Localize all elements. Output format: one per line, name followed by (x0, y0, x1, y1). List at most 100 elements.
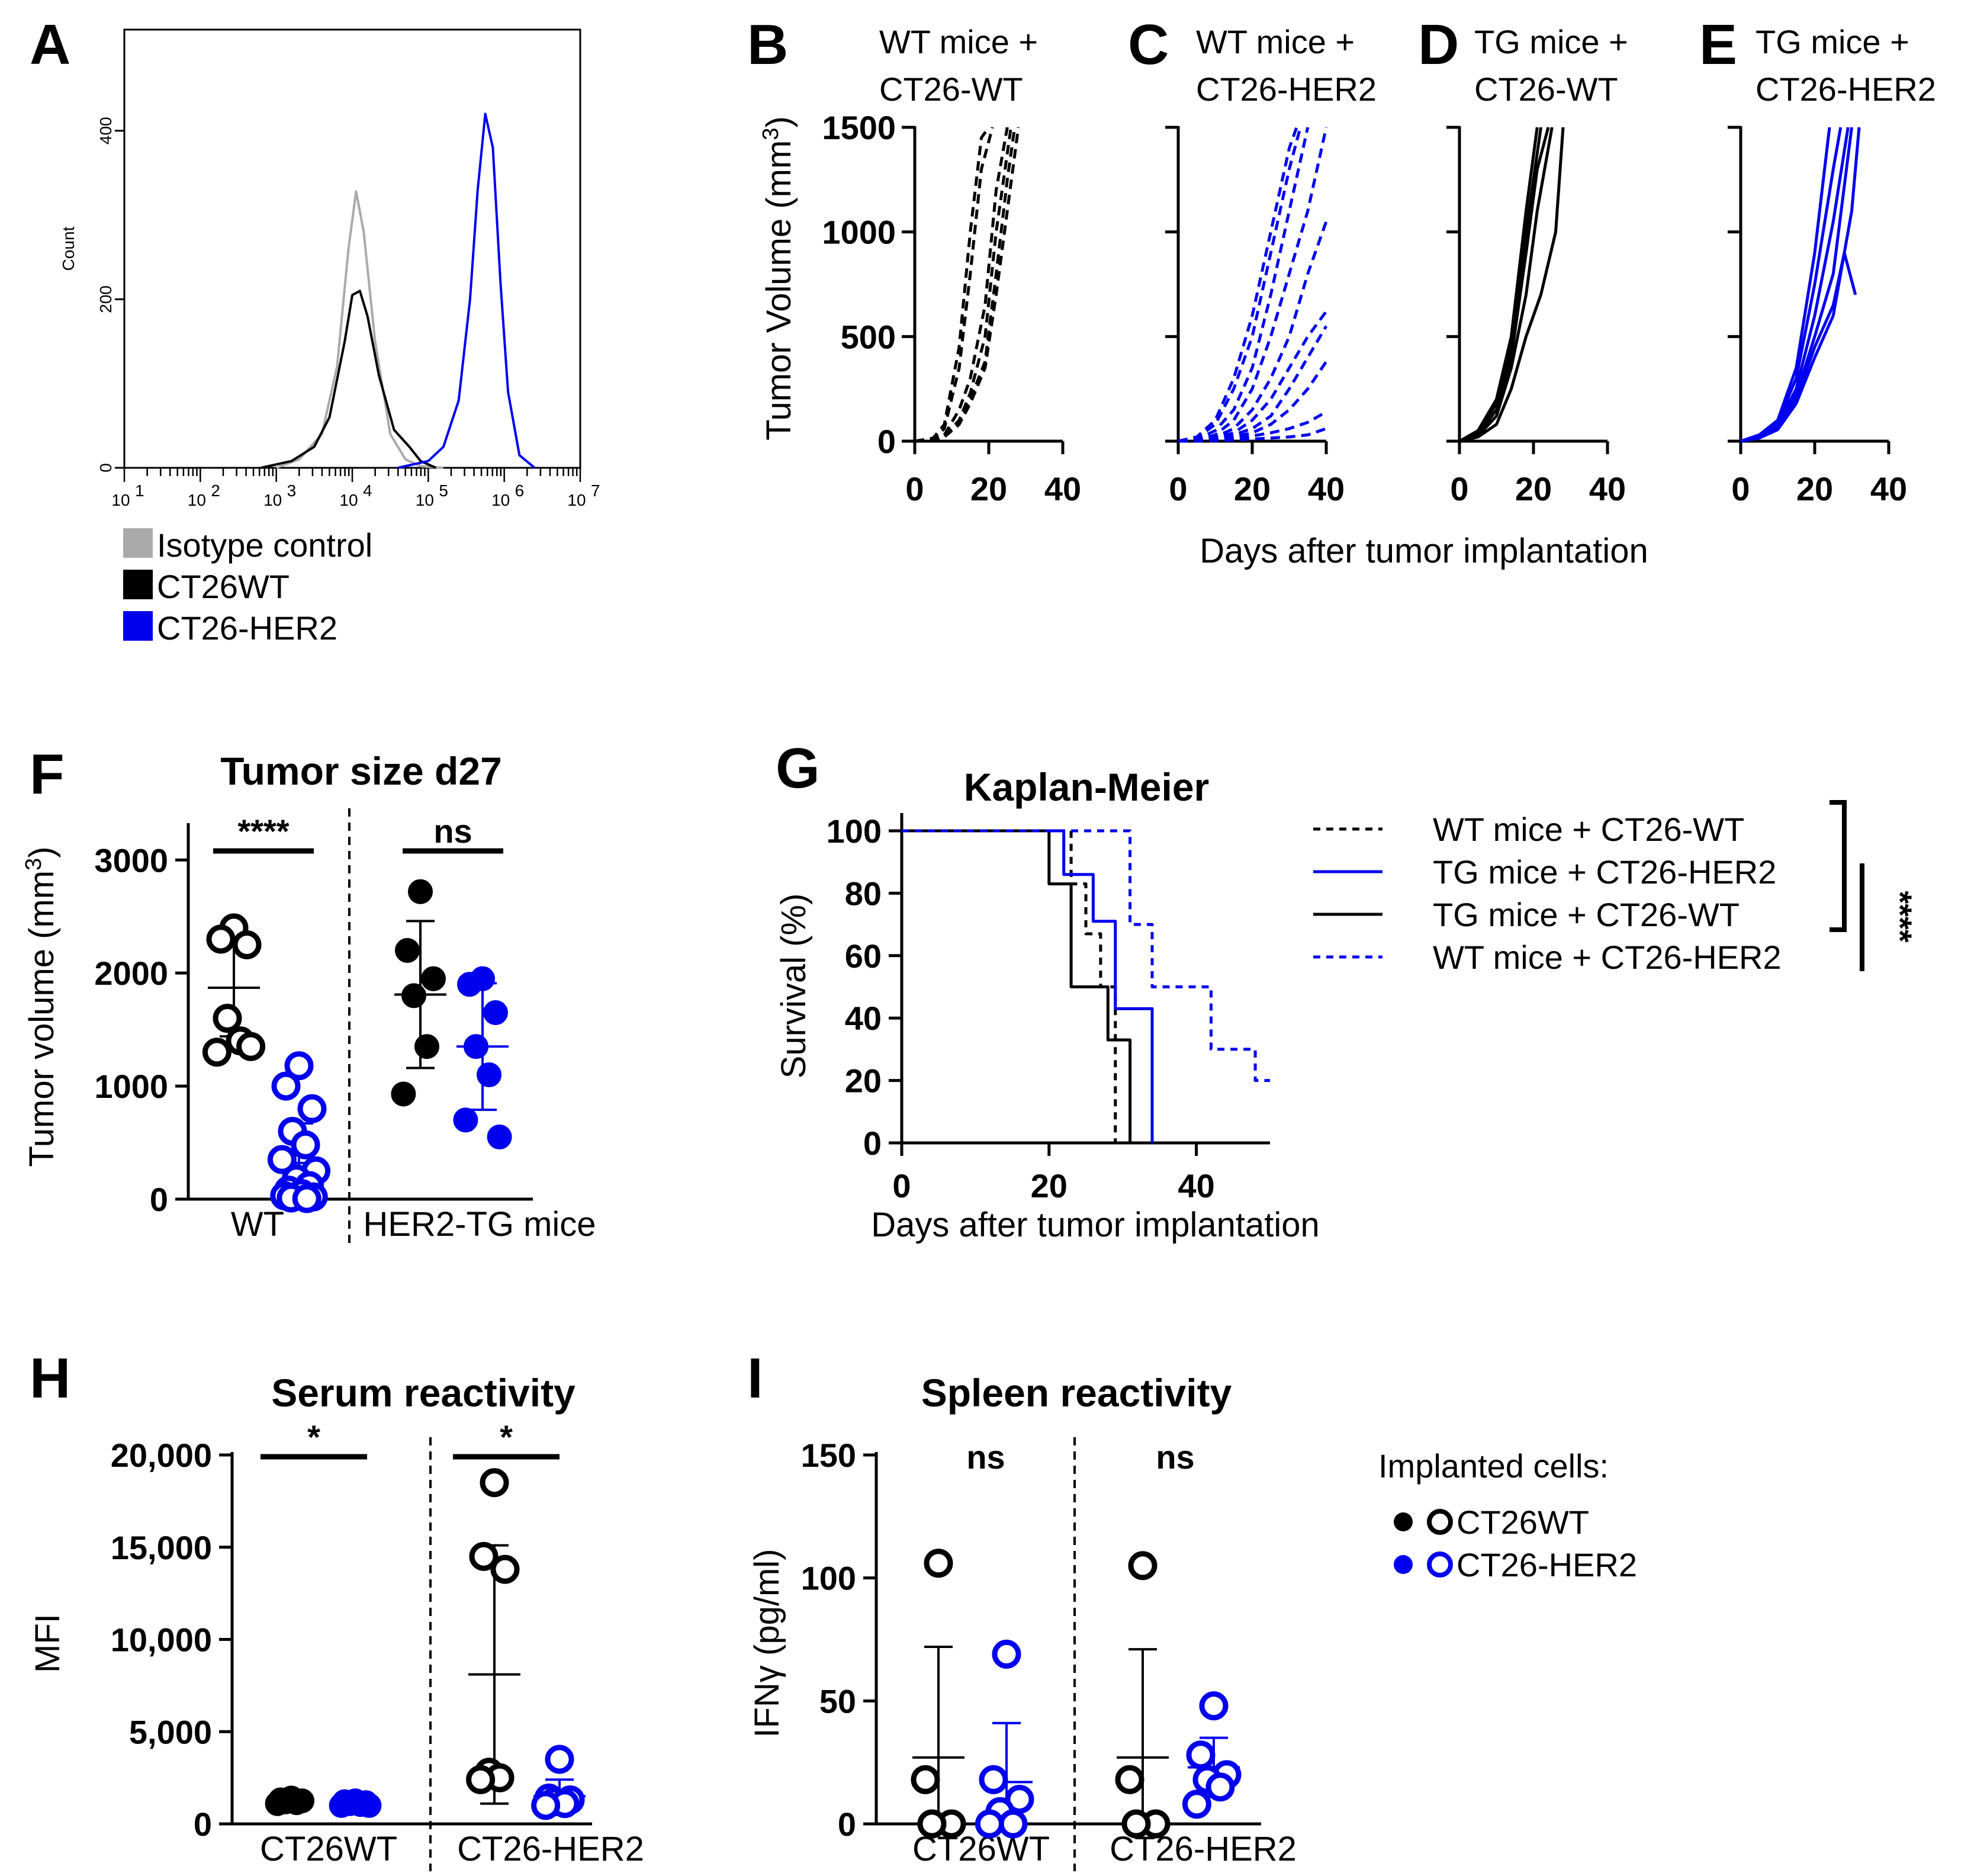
dot-series (267, 1051, 331, 1213)
growth-lines (914, 126, 1020, 443)
growth-curve (914, 127, 1009, 443)
legend-swatch (123, 611, 153, 641)
dot-series (466, 1468, 520, 1805)
subplot-title-line1: WT mice + (1196, 23, 1355, 60)
significance-label: * (307, 1418, 320, 1456)
y-tick-label: 400 (97, 117, 115, 144)
data-point (469, 1541, 499, 1571)
x-tick-label: 0 (1169, 470, 1187, 507)
subplot-title-line2: CT26-WT (879, 70, 1023, 108)
data-point (265, 1791, 290, 1816)
dot-series (329, 1788, 382, 1818)
legend-swatch (123, 570, 153, 599)
data-point (979, 1765, 1008, 1794)
data-point (202, 1037, 232, 1067)
x-tick-label: 10 (111, 491, 130, 509)
panel-a-histogram: 0 200 400 10 1 10 2 10 3 10 4 10 5 10 6 10 7 Count Isotype… (59, 28, 600, 647)
growth-curve (1178, 361, 1328, 443)
x-tick-label: 0 (892, 1167, 911, 1204)
data-point (457, 972, 482, 997)
panel-label-c: C (1128, 13, 1169, 76)
significance-label: ns (433, 812, 472, 850)
growth-subplot: WT mice + CT26-HER2 0 20 40 (1165, 23, 1377, 507)
x-tick-exponent: 3 (287, 481, 297, 500)
panel-label-a: A (30, 13, 70, 76)
x-tick-label: 10 (491, 491, 510, 509)
y-tick-label: 500 (841, 318, 896, 355)
y-tick-label: 60 (845, 937, 882, 975)
data-point (421, 966, 446, 991)
dot-series (202, 913, 266, 1067)
data-point (329, 1793, 354, 1818)
x-tick-label: 40 (1308, 470, 1345, 507)
data-point (292, 1184, 321, 1213)
y-tick-label: 20 (845, 1062, 882, 1100)
panel-g-kaplan-meier: Kaplan-Meier 0 20 40 60 80 100 0 20 40 Survival (%… (774, 765, 1919, 1244)
y-tick-label: 0 (97, 463, 115, 473)
subplot-title-line1: TG mice + (1474, 23, 1628, 60)
legend-filled-marker (1394, 1512, 1413, 1531)
growth-subplot: TG mice + CT26-WT 0 20 40 (1446, 23, 1628, 507)
panel-label-h: H (30, 1347, 70, 1410)
x-tick-label: 20 (1031, 1167, 1068, 1204)
data-point (408, 879, 433, 904)
growth-curve (1740, 127, 1843, 443)
data-point (975, 1809, 1004, 1839)
y-tick-label: 3000 (94, 841, 168, 879)
y-axis-label: MFI (28, 1614, 67, 1673)
growth-curve (1178, 127, 1298, 443)
y-axis-label: Count (59, 226, 78, 271)
data-point (1182, 1790, 1211, 1819)
x-axis-label: Days after tumor implantation (871, 1206, 1320, 1244)
dot-series (453, 966, 512, 1149)
data-point (236, 1032, 266, 1061)
x-tick-label: 40 (1178, 1167, 1214, 1204)
y-tick-label: 0 (863, 1125, 882, 1162)
dot-series (1115, 1551, 1171, 1839)
data-point (466, 1765, 496, 1794)
y-tick-label: 50 (819, 1682, 856, 1720)
growth-lines (1740, 127, 1861, 443)
y-axis-label: Tumor Volume (mm3) (758, 116, 798, 441)
panel-label-i: I (747, 1347, 763, 1410)
data-point (391, 1081, 416, 1107)
data-point (1128, 1551, 1158, 1581)
data-point (453, 1107, 478, 1133)
x-tick-label: 20 (970, 470, 1007, 507)
y-axis-label: Tumor volume (mm3) (21, 846, 61, 1167)
chart-title: Tumor size d27 (220, 749, 502, 793)
chart-title: Kaplan-Meier (964, 765, 1209, 809)
data-point (487, 1125, 512, 1149)
x-tick-label: 10 (567, 491, 586, 509)
group-label: HER2-TG mice (363, 1205, 596, 1244)
y-tick-label: 150 (801, 1437, 856, 1474)
data-point (911, 1765, 940, 1794)
data-point (1115, 1765, 1144, 1794)
data-point (490, 1554, 520, 1584)
data-point (924, 1549, 953, 1578)
growth-subplot: TG mice + CT26-HER2 0 20 40 (1728, 23, 1936, 507)
significance-label: **** (237, 812, 289, 850)
growth-curve (1178, 127, 1302, 443)
panel-label-e: E (1699, 13, 1737, 76)
plot-frame (123, 28, 581, 469)
data-point (1186, 1740, 1216, 1770)
dot-series (1182, 1691, 1242, 1819)
legend-label: CT26-HER2 (157, 609, 337, 647)
data-point (917, 1809, 947, 1839)
growth-curve (1740, 127, 1853, 443)
y-tick-label: 1000 (94, 1068, 168, 1105)
growth-curve (1178, 427, 1327, 443)
data-point (1121, 1809, 1151, 1839)
panel-i-spleen-reactivity: Spleen reactivity 0 50 100 150 CT26WT CT26-HER… (748, 1371, 1637, 1871)
panel-label-b: B (747, 13, 788, 76)
x-tick-exponent: 5 (439, 481, 448, 500)
x-tick-label: 20 (1515, 470, 1552, 507)
legend-label: TG mice + CT26-WT (1433, 896, 1740, 933)
growth-curve (1178, 127, 1310, 443)
y-tick-label: 100 (827, 812, 882, 850)
data-point (206, 924, 236, 954)
y-axis-label: Survival (%) (774, 894, 813, 1079)
survival-curve (902, 829, 1270, 1082)
x-axis-label: Days after tumor implantation (1200, 532, 1648, 570)
